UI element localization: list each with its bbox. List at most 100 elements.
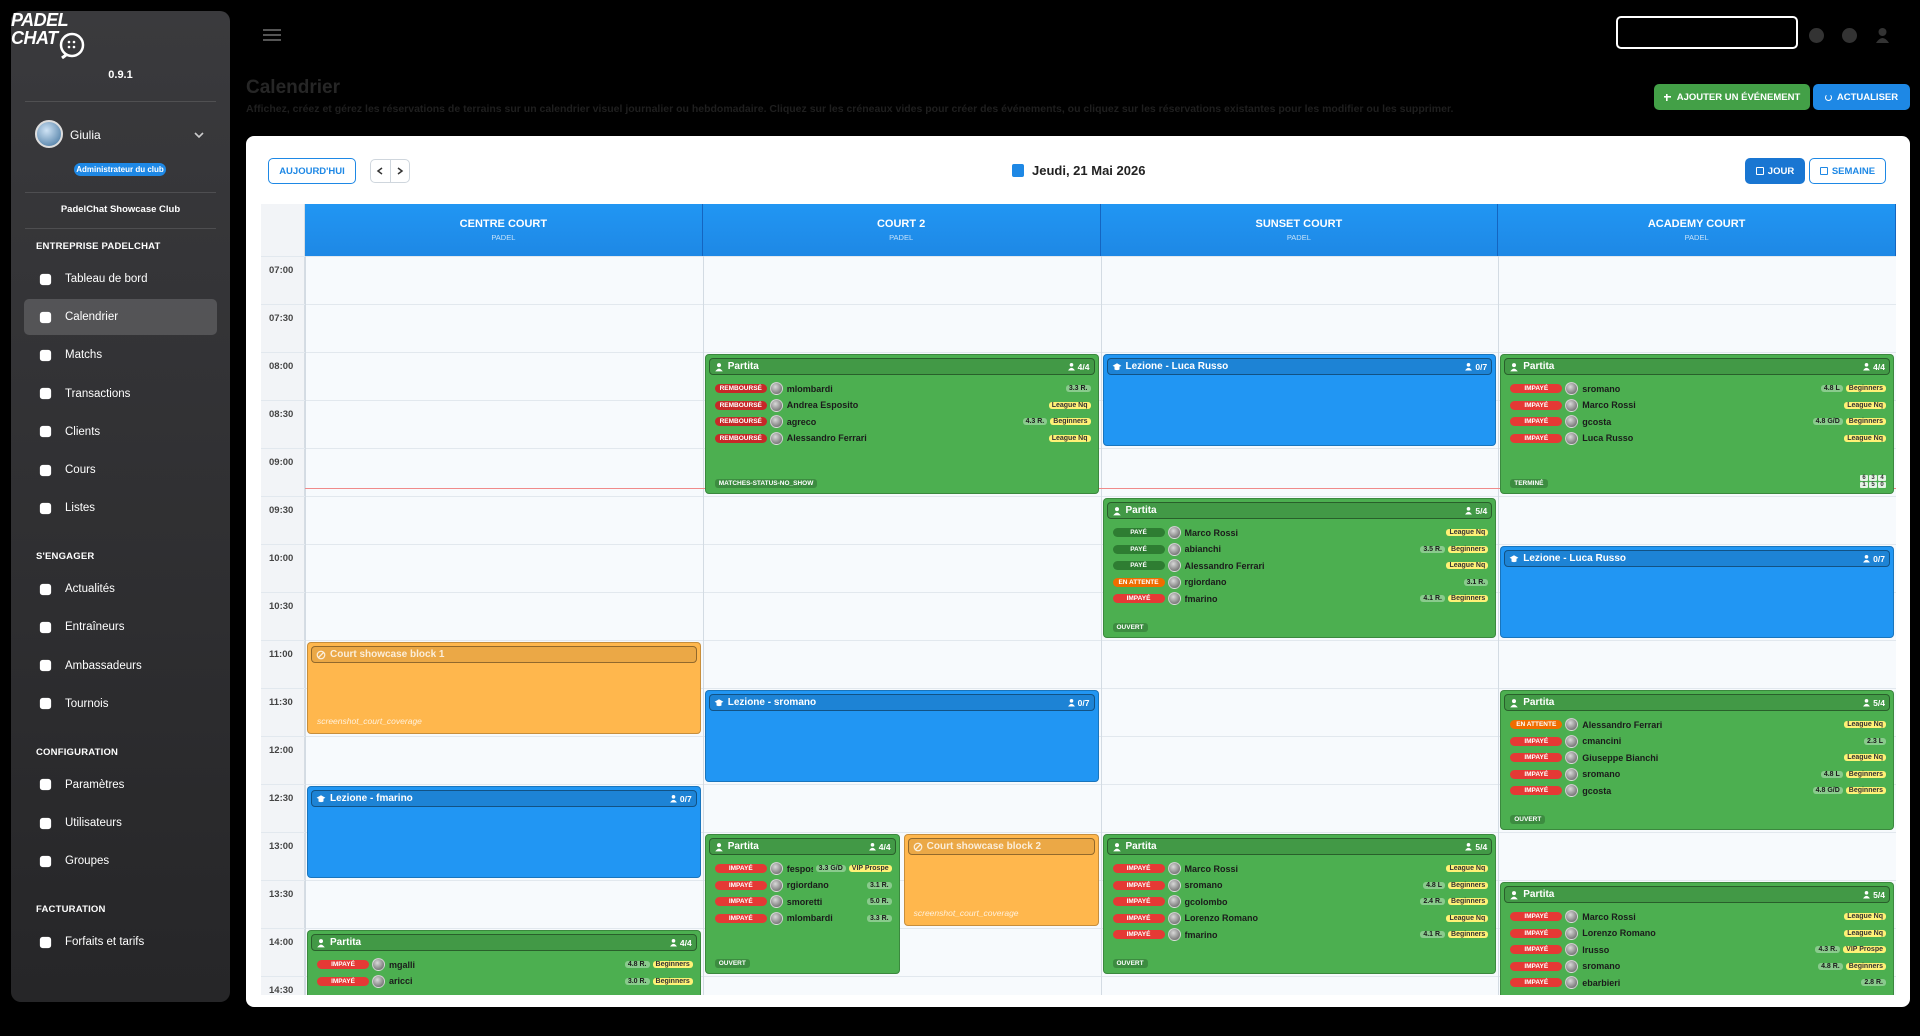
player-tag: League Nq — [1048, 401, 1091, 409]
nav-item[interactable]: Forfaits et tarifs — [24, 924, 217, 960]
event-note: screenshot_court_coverage — [317, 716, 422, 726]
court-name: COURT 2 — [876, 218, 926, 230]
nav-item[interactable]: Utilisateurs — [24, 805, 217, 841]
event-card[interactable]: Partita 5/4 IMPAYÉ Marco Rossi League Nq IMPA… — [1500, 882, 1894, 995]
player-name: gcosta — [1582, 416, 1612, 427]
count-icon — [670, 939, 677, 947]
menu-toggle[interactable] — [263, 29, 281, 41]
event-card[interactable]: Court showcase block 1 screenshot_court_c… — [307, 642, 701, 734]
nav-item[interactable]: Transactions — [24, 376, 217, 412]
score-cell: 1 — [1860, 482, 1868, 488]
view-button[interactable]: JOUR — [1745, 158, 1805, 184]
event-card[interactable]: Lezione - Luca Russo 0/7 — [1500, 546, 1894, 638]
event-card[interactable]: Partita 4/4 IMPAYÉ mgalli 4.8 R. Beginners IMP… — [307, 930, 701, 995]
player-tag: League Nq — [1446, 529, 1489, 536]
column-line — [305, 204, 306, 995]
player-name: rgiordano — [786, 880, 829, 890]
event-icon — [316, 794, 326, 802]
event-header: Lezione - Luca Russo 0/7 — [1504, 550, 1890, 567]
event-count: 5/4 — [1464, 506, 1487, 516]
view-button[interactable]: SEMAINE — [1809, 158, 1886, 184]
event-title: Court showcase block 2 — [926, 841, 1042, 852]
event-card[interactable]: Partita 4/4 REMBOURSÉ mlombardi 3.3 R. REMBOU… — [704, 354, 1099, 494]
slot-line — [261, 544, 1896, 545]
nav-item[interactable]: Clients — [24, 414, 217, 450]
count-text: 4/4 — [878, 841, 891, 852]
player-level: 2.3 L — [1864, 737, 1886, 745]
count-icon — [1863, 699, 1871, 707]
prev-button[interactable] — [371, 160, 390, 182]
player-level: 3.5 R. — [1420, 545, 1446, 553]
event-card[interactable]: Partita 4/4 IMPAYÉ sromano 4.8 L Beginners IMP… — [1500, 354, 1894, 494]
participant: REMBOURSÉ Andrea Esposito League Nq — [714, 398, 1091, 413]
nav-label: Ambassadeurs — [65, 659, 142, 672]
event-card[interactable]: Lezione - sromano 0/7 — [704, 690, 1099, 782]
event-icon — [317, 938, 325, 947]
nav-item[interactable]: Listes — [24, 490, 217, 526]
nav-item[interactable]: Paramètres — [24, 767, 217, 803]
event-count: 5/4 — [1464, 842, 1487, 852]
nav-icon — [39, 583, 52, 595]
nav-item[interactable]: Entraîneurs — [24, 609, 217, 645]
payment-status: REMBOURSÉ — [714, 400, 767, 410]
nav-item[interactable]: Actualités — [24, 571, 217, 607]
event-card[interactable]: Lezione - Luca Russo 0/7 — [1102, 354, 1497, 446]
player-tag: Beginners — [652, 961, 693, 968]
player-name: rgiordano — [1184, 577, 1227, 587]
player-name: agreco — [786, 416, 817, 427]
chevron[interactable] — [193, 130, 205, 140]
icon-button[interactable] — [1842, 28, 1857, 43]
slot-line — [261, 832, 1896, 833]
participant: REMBOURSÉ agreco 4.3 R. Beginners — [714, 414, 1091, 429]
nav-item[interactable]: Groupes — [24, 843, 217, 879]
avatar — [1167, 592, 1181, 605]
player-name: fesposito — [786, 863, 813, 874]
add-label: AJOUTER UN ÉVÉNEMENT — [1676, 91, 1801, 103]
avatar — [1565, 431, 1579, 445]
payment-status: IMPAYÉ — [714, 897, 767, 906]
divider — [25, 228, 216, 229]
nav-item[interactable]: Tournois — [24, 686, 217, 722]
icon-button[interactable] — [1809, 28, 1824, 43]
participant: EN ATTENTE Alessandro Ferrari League Nq — [1510, 717, 1886, 732]
participant: IMPAYÉ Marco Rossi League Nq — [1510, 398, 1886, 413]
event-card[interactable]: Lezione - fmarino 0/7 — [307, 786, 701, 878]
court-header: ACADEMY COURT PADEL — [1498, 204, 1896, 256]
event-card[interactable]: Court showcase block 2 screenshot_court_c… — [903, 834, 1099, 926]
logo-icon — [59, 32, 85, 59]
event-card[interactable]: Partita 5/4 EN ATTENTE Alessandro Ferrari Le… — [1500, 690, 1894, 830]
nav-item[interactable]: Cours — [24, 452, 217, 488]
search-box[interactable] — [1616, 16, 1798, 49]
today-button[interactable]: AUJOURD'HUI — [268, 158, 356, 184]
time-label: 14:00 — [269, 937, 294, 948]
player-tag: League Nq — [1446, 865, 1489, 872]
add-event-button[interactable]: AJOUTER UN ÉVÉNEMENT — [1654, 84, 1810, 110]
divider — [25, 192, 216, 193]
nav-icon — [39, 779, 52, 791]
nav-icon — [39, 311, 52, 323]
event-count: 4/4 — [1862, 362, 1885, 372]
nav-label: Tournois — [65, 697, 109, 710]
event-status: OUVERT — [1112, 623, 1148, 632]
count-icon — [868, 843, 876, 851]
participant: IMPAYÉ sromano 4.8 L Beginners — [1510, 767, 1886, 782]
nav-item[interactable]: Calendrier — [24, 299, 217, 336]
refresh-button[interactable]: ACTUALISER — [1813, 84, 1910, 110]
nav-item[interactable]: Matchs — [24, 337, 217, 373]
slot-line — [261, 592, 1896, 593]
avatar — [769, 415, 783, 428]
event-card[interactable]: Partita 5/4 PAYÉ Marco Rossi League Nq PAYÉ ab… — [1102, 498, 1497, 638]
next-button[interactable] — [389, 160, 410, 182]
count-icon — [1863, 363, 1871, 371]
account-icon[interactable] — [1875, 27, 1890, 43]
court-sport: PADEL — [1286, 233, 1311, 242]
payment-status: PAYÉ — [1112, 544, 1165, 554]
nav-item[interactable]: Ambassadeurs — [24, 648, 217, 684]
time-label: 13:30 — [269, 889, 294, 900]
nav-item[interactable]: Tableau de bord — [24, 261, 217, 297]
nav-label: Listes — [65, 502, 96, 515]
event-card[interactable]: Partita 5/4 IMPAYÉ Marco Rossi League Nq IMPA… — [1102, 834, 1497, 974]
slot-line — [261, 928, 1896, 929]
player-tag: Beginners — [1845, 385, 1886, 392]
